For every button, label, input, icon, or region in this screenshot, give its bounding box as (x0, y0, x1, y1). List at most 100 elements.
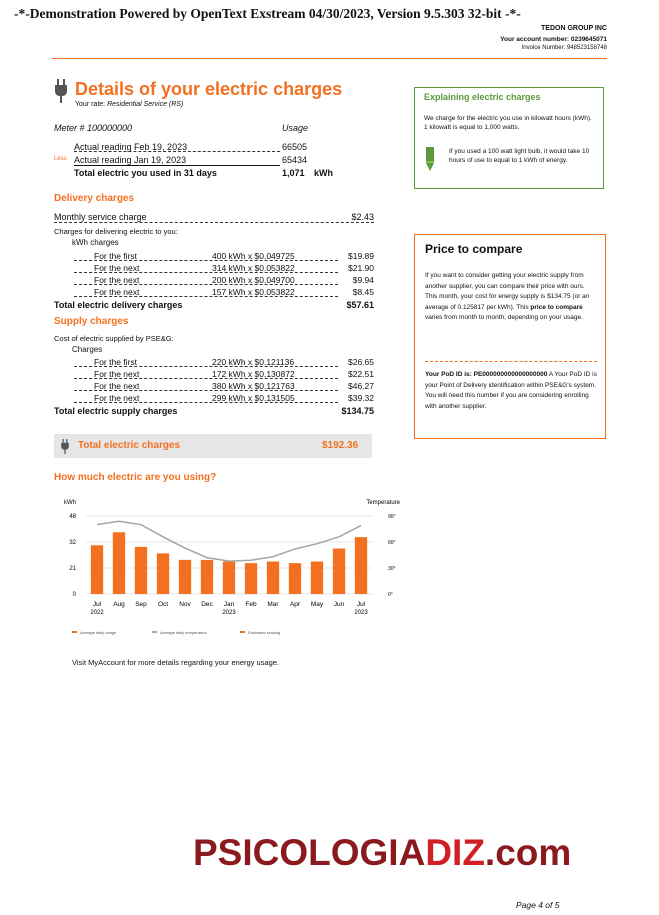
charge-row: For the first 220 kWh x $0.121136 $26.65 (54, 357, 374, 368)
usage-bar (266, 561, 280, 594)
total-charges-bar (54, 434, 372, 458)
x-tick-label: Aug (113, 601, 125, 608)
usage-bar (178, 559, 192, 594)
charge-label: For the next (94, 369, 140, 379)
total-used-row: Total electric you used in 31 days 1,071… (74, 168, 333, 178)
pod-text: Your PoD ID is: PE000000000000000000 A Y… (425, 371, 597, 410)
dash-line (74, 151, 280, 152)
reading-feb-row: Actual reading Feb 19, 2023 66505 (74, 142, 308, 152)
explain-title: Explaining electric charges (424, 92, 541, 102)
charge-label: For the first (94, 251, 137, 261)
light-bulb-icon (426, 147, 434, 171)
usage-chart: kWh Temperature 0 21 32 48 0° 30° 60° 90° Jul Aug Se… (64, 500, 401, 635)
usage-bar (134, 546, 148, 594)
x-tick-label: Mar (267, 601, 279, 608)
total-charges-label: Total electric charges (78, 440, 181, 451)
delivery-note: Charges for delivering electric to you: (54, 227, 178, 236)
supply-charges-label: Charges (72, 345, 103, 354)
dash-line (74, 284, 338, 285)
dash-line (74, 272, 338, 273)
charge-row: For the next 299 kWh x $0.131505 $39.32 (54, 393, 374, 404)
monthly-service-row: Monthly service charge $2.43 (54, 212, 374, 222)
charge-row: For the next 200 kWh x $0.049700 $9.94 (54, 275, 374, 286)
y-axis-label: kWh (64, 500, 76, 506)
charge-calc: 220 kWh x $0.121136 (212, 357, 295, 367)
header-divider (52, 58, 607, 59)
dash-line (74, 390, 338, 391)
charge-row: For the next 172 kWh x $0.130872 $22.51 (54, 369, 374, 380)
legend-label: Average daily usage (80, 630, 117, 635)
x-tick-label: May (311, 601, 324, 608)
charge-calc: 299 kWh x $0.131505 (212, 393, 295, 403)
rate-line: Your rate: Residential Service (RS) (75, 101, 184, 108)
x-year-label: 2022 (90, 610, 104, 616)
details-title: Details of your electric charges (75, 79, 343, 99)
y-tick-label: 32 (69, 540, 76, 546)
rule-line (74, 165, 280, 166)
charge-label: For the next (94, 275, 140, 285)
usage-bar (112, 532, 126, 594)
x-tick-label: Nov (179, 601, 191, 608)
usage-bar (310, 561, 324, 594)
dash-line (74, 366, 338, 367)
meter-row: Meter # 100000000 Usage (54, 123, 374, 134)
usage-bar (244, 563, 258, 594)
x-year-label: 2023 (354, 610, 368, 616)
y2-axis-label: Temperature (366, 500, 400, 506)
charge-calc: 314 kWh x $0.053822 (212, 263, 295, 273)
kwh-charges-label: kWh charges (72, 238, 119, 247)
supply-title: Supply charges (54, 316, 129, 327)
charge-label: For the next (94, 393, 140, 403)
x-year-label: 2023 (222, 610, 236, 616)
price-to-compare-box (414, 234, 606, 439)
usage-bar (156, 553, 170, 594)
meter-number: Meter # 100000000 (54, 123, 133, 133)
temperature-line (96, 520, 362, 562)
x-tick-label: Jan (224, 601, 235, 608)
usage-bar (288, 563, 302, 594)
x-tick-label: Apr (290, 601, 301, 608)
dash-line (74, 402, 338, 403)
charge-amount: $46.27 (348, 381, 374, 391)
supply-note: Cost of electric supplied by PSE&G: (54, 334, 174, 343)
charge-label: For the next (94, 381, 140, 391)
compare-text: If you want to consider getting your ele… (425, 272, 590, 321)
charge-label: For the next (94, 263, 140, 273)
x-tick-label: Feb (245, 601, 257, 608)
usage-bar (200, 559, 214, 594)
account-number: Your account number: 0239645071 (500, 36, 607, 43)
legend-swatch (152, 631, 157, 633)
y-tick-label: 0 (73, 592, 77, 598)
x-tick-label: Jun (334, 601, 345, 608)
total-charges-value: $192.36 (322, 440, 359, 451)
charge-row: For the next 314 kWh x $0.053822 $21.90 (54, 263, 374, 274)
demo-banner: -*-Demonstration Powered by OpenText Exs… (14, 6, 521, 21)
y-tick-label: 48 (69, 514, 76, 520)
explain-box (414, 87, 604, 189)
charge-label: For the first (94, 357, 137, 367)
invoice-number: Invoice Number: 948523158748 (521, 45, 607, 51)
charge-amount: $8.45 (352, 287, 374, 297)
charge-calc: 200 kWh x $0.049700 (212, 275, 295, 285)
y2-tick-label: 60° (388, 540, 396, 546)
x-tick-label: Sep (135, 601, 147, 608)
y2-tick-label: 0° (388, 592, 393, 598)
supply-total-row: Total electric supply charges $134.75 (54, 406, 374, 416)
charge-label: For the next (94, 287, 140, 297)
dash-line (74, 378, 338, 379)
page-number: Page 4 of 5 (516, 900, 560, 910)
plug-icon (55, 79, 67, 103)
delivery-total-row: Total electric delivery charges $57.61 (54, 300, 374, 310)
bulb-text: If you used a 100 watt light bulb, it wo… (449, 148, 590, 164)
compare-title: Price to compare (425, 242, 523, 256)
charge-amount: $19.89 (348, 251, 374, 261)
company-name: TEDON GROUP INC (541, 25, 607, 32)
usage-title: How much electric are you using? (54, 472, 217, 483)
charge-calc: 172 kWh x $0.130872 (212, 369, 295, 379)
x-tick-label: Dec (201, 601, 213, 608)
delivery-title: Delivery charges (54, 193, 135, 204)
usage-bar (354, 537, 368, 594)
myaccount-note: Visit MyAccount for more details regardi… (72, 658, 280, 667)
charge-row: For the next 380 kWh x $0.121763 $46.27 (54, 381, 374, 392)
charge-calc: 400 kWh x $0.049725 (212, 251, 295, 261)
